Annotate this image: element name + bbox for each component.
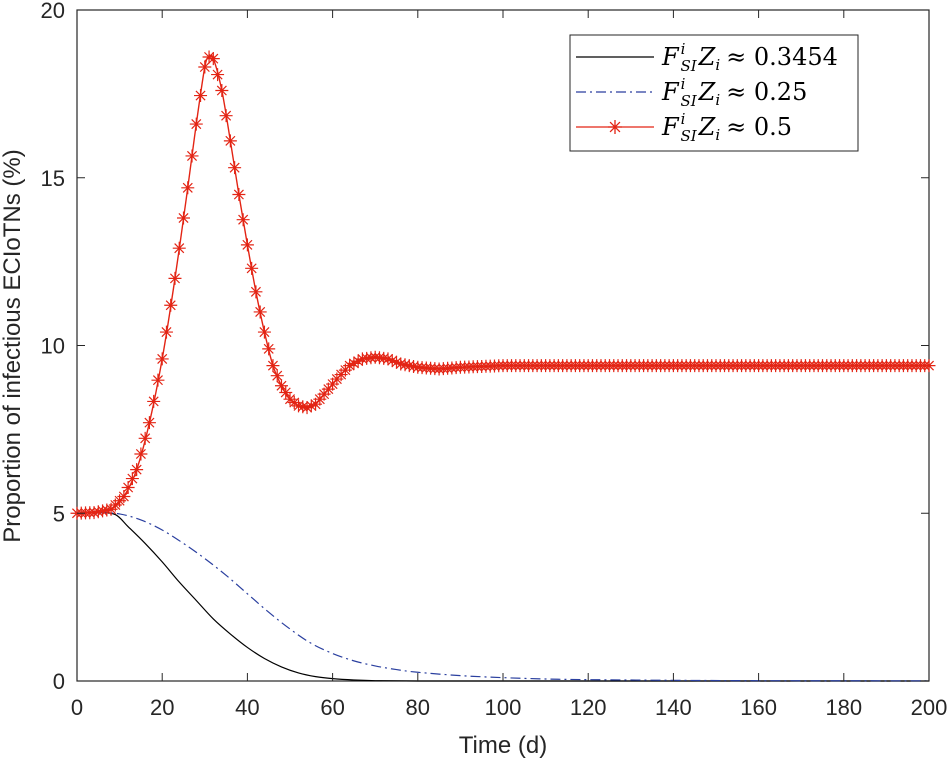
legend-box [569, 34, 859, 152]
x-tick-label: 60 [320, 695, 344, 720]
data-marker [168, 271, 182, 285]
data-marker [134, 447, 148, 461]
data-marker [343, 359, 357, 373]
legend-marker [608, 120, 622, 134]
data-marker [300, 401, 314, 415]
data-marker [100, 503, 114, 517]
data-marker [198, 60, 212, 74]
data-marker [215, 84, 229, 98]
data-marker [321, 382, 335, 396]
data-marker [219, 109, 233, 123]
data-marker [407, 359, 421, 373]
x-tick-label: 140 [655, 695, 692, 720]
data-marker [151, 373, 165, 387]
y-axis-label: Proportion of infectious ECIoTNs (%) [0, 149, 26, 542]
data-marker [185, 149, 199, 163]
y-tick-label: 20 [41, 0, 65, 23]
data-marker [206, 52, 220, 66]
data-marker [96, 504, 110, 518]
data-marker [390, 355, 403, 369]
series-line-1 [76, 511, 930, 682]
x-tick-label: 160 [740, 695, 777, 720]
ticks: 0 20 40 60 80 100 120 140 160 180 200 0 5 10 15 20 [41, 0, 948, 720]
data-marker [236, 213, 250, 227]
y-tick-label: 10 [41, 334, 65, 359]
series-line-0 [76, 511, 929, 682]
data-marker [155, 352, 169, 366]
data-marker [117, 489, 131, 503]
data-marker [274, 379, 288, 393]
data-marker [309, 397, 323, 411]
data-marker [87, 506, 101, 520]
data-marker [326, 377, 340, 391]
data-marker [245, 261, 259, 275]
data-marker [232, 188, 246, 202]
x-tick-label: 80 [406, 695, 430, 720]
x-tick-label: 200 [911, 695, 948, 720]
data-marker [253, 305, 267, 319]
data-marker [142, 416, 156, 430]
data-marker [922, 359, 936, 373]
data-marker [223, 134, 237, 148]
data-marker [279, 385, 293, 399]
data-marker [147, 394, 161, 408]
data-marker [313, 392, 327, 406]
data-marker [385, 354, 399, 368]
data-marker [381, 352, 395, 366]
data-marker [402, 359, 416, 373]
data-marker [125, 472, 139, 486]
data-marker [317, 387, 331, 401]
data-marker [189, 117, 203, 131]
data-marker [296, 400, 310, 414]
series-markers-2 [70, 50, 936, 520]
data-marker [351, 354, 365, 368]
x-tick-label: 20 [150, 695, 174, 720]
data-marker [172, 241, 186, 255]
data-marker [211, 68, 225, 82]
x-tick-label: 120 [570, 695, 607, 720]
data-marker [270, 369, 284, 383]
data-marker [159, 325, 173, 339]
data-marker [202, 50, 216, 64]
data-marker [292, 399, 306, 413]
data-marker [287, 396, 301, 410]
data-marker [194, 89, 208, 103]
data-marker [181, 181, 195, 195]
data-marker [262, 342, 276, 356]
data-marker [283, 392, 297, 406]
data-marker [347, 356, 361, 370]
x-axis-label: Time (d) [459, 732, 547, 759]
data-marker [91, 505, 105, 519]
data-marker [130, 463, 144, 477]
data-marker [266, 359, 280, 373]
data-marker [257, 325, 271, 339]
y-tick-label: 0 [53, 669, 65, 694]
x-tick-label: 40 [235, 695, 259, 720]
y-tick-label: 5 [53, 501, 65, 526]
x-tick-label: 180 [825, 695, 862, 720]
data-marker [138, 431, 152, 445]
data-marker [394, 357, 408, 371]
data-marker [121, 481, 135, 495]
data-marker [398, 358, 412, 372]
data-marker [240, 238, 254, 252]
data-marker [228, 161, 242, 175]
data-marker [164, 298, 178, 312]
y-tick-label: 15 [41, 166, 65, 191]
data-marker [177, 211, 190, 225]
data-marker [249, 285, 263, 299]
x-tick-label: 0 [71, 695, 83, 720]
data-marker [304, 399, 318, 413]
x-tick-label: 100 [485, 695, 522, 720]
